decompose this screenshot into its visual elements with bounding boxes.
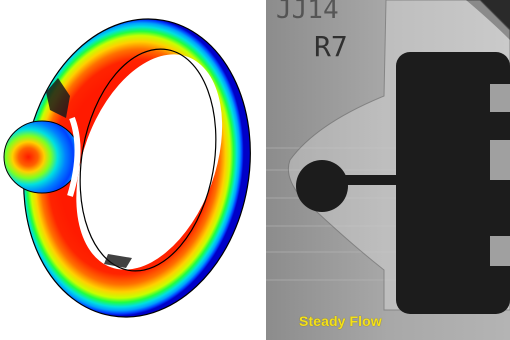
flow-photo-svg: JJ14 R7: [266, 0, 510, 340]
bulb-gap: [67, 116, 81, 197]
handwritten-label-top: JJ14: [276, 0, 339, 25]
ring-notch-top: [46, 78, 70, 118]
valve-body: [396, 52, 510, 314]
contour-ring-svg: [3, 18, 251, 318]
ring-inner-edge: [79, 48, 217, 272]
valve-disc: [296, 160, 348, 212]
valve-notch-1: [490, 84, 510, 112]
valve-stem: [336, 175, 400, 185]
caption-steady-flow: Steady Flow: [299, 313, 382, 329]
valve-notch-3: [490, 236, 510, 266]
contour-ring-image: [3, 18, 251, 318]
top-right-corner: [466, 0, 510, 40]
ring-notch-bottom: [104, 254, 132, 268]
valve-notch-2: [490, 140, 510, 180]
bulb: [3, 120, 81, 194]
handwritten-label: R7: [314, 30, 348, 63]
flow-photo: JJ14 R7 Steady Flow: [266, 0, 510, 340]
